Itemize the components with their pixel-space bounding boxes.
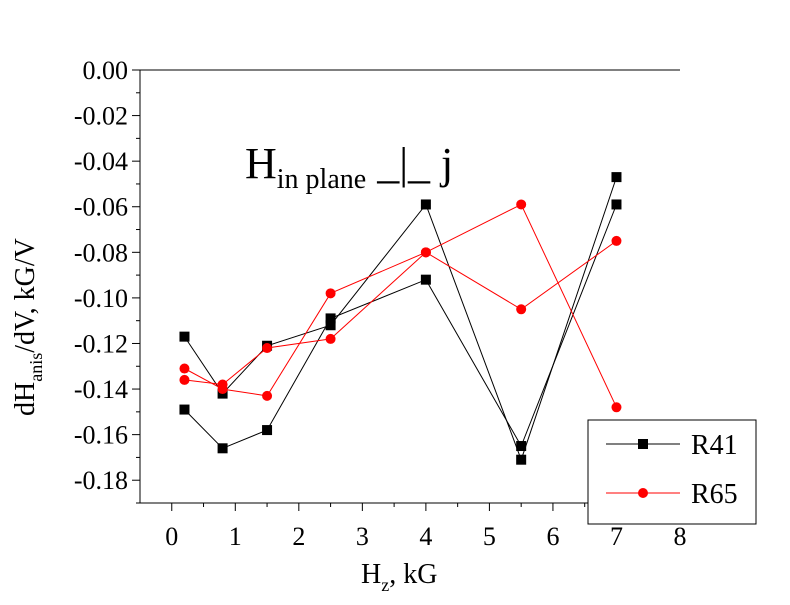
y-tick-label: -0.04 — [74, 147, 128, 176]
data-point-r41 — [516, 454, 527, 465]
series-line-r41 — [184, 176, 617, 462]
data-point-r65 — [262, 390, 273, 401]
x-axis-title: Hz, kG — [361, 559, 437, 595]
data-point-r41 — [516, 441, 527, 452]
legend-marker-r41 — [638, 439, 648, 449]
y-tick-label: -0.14 — [74, 375, 128, 404]
y-axis-title-main: dH — [10, 382, 41, 416]
data-point-r41 — [420, 274, 431, 285]
y-axis-title-sub: anis — [26, 353, 46, 382]
y-axis-title-rest: /dV, kG/V — [10, 238, 41, 353]
legend: R41 R65 — [587, 419, 757, 525]
y-tick-label: -0.02 — [74, 102, 128, 131]
x-tick-label: 7 — [610, 522, 623, 551]
data-point-r65 — [516, 304, 527, 315]
x-axis-title-sub: z — [381, 575, 389, 595]
x-axis-title-rest: , kG — [389, 559, 437, 590]
x-axis-title-main: H — [361, 559, 381, 590]
x-tick-label: 5 — [483, 522, 496, 551]
data-point-r41 — [217, 443, 228, 454]
x-tick-label: 6 — [546, 522, 559, 551]
x-tick-label: 3 — [356, 522, 369, 551]
series-line-r65 — [184, 240, 617, 386]
data-point-r41 — [179, 404, 190, 415]
data-point-r65 — [262, 343, 273, 354]
y-tick-label: -0.18 — [74, 466, 128, 495]
data-point-r41 — [611, 199, 622, 210]
x-tick-label: 1 — [229, 522, 242, 551]
y-axis-title: dHanis/dV, kG/V — [10, 238, 46, 416]
annotation-text: Hin plane _|_ j — [245, 139, 453, 195]
x-tick-label: 2 — [292, 522, 305, 551]
data-point-r65 — [516, 199, 527, 210]
data-point-r65 — [217, 379, 228, 390]
y-tick-label: -0.16 — [74, 421, 128, 450]
legend-label-r65: R65 — [691, 479, 738, 510]
data-point-r65 — [611, 235, 622, 246]
annotation-rest: _|_ j — [366, 139, 453, 188]
y-tick-label: -0.10 — [74, 284, 128, 313]
data-point-r65 — [179, 374, 190, 385]
plot-area — [179, 172, 622, 465]
x-tick-label: 8 — [674, 522, 687, 551]
legend-label-r41: R41 — [691, 430, 738, 461]
series-line-r41 — [184, 204, 617, 449]
data-point-r65 — [420, 247, 431, 258]
data-point-r41 — [262, 425, 273, 436]
data-point-r65 — [611, 402, 622, 413]
y-tick-label: -0.12 — [74, 329, 128, 358]
x-tick-label: 0 — [165, 522, 178, 551]
data-point-r41 — [179, 331, 190, 342]
y-tick-label: 0.00 — [83, 56, 129, 85]
data-point-r65 — [179, 363, 190, 374]
data-point-r41 — [420, 199, 431, 210]
series-line-r65 — [184, 203, 617, 408]
legend-box — [587, 419, 757, 525]
x-tick-label: 4 — [419, 522, 432, 551]
axes: 0 1 2 3 4 5 6 7 8 0.00 -0.02 -0.04 -0.06 -0.08 -0.10 -0… — [74, 56, 687, 551]
data-point-r41 — [611, 172, 622, 183]
annotation-sub: in plane — [277, 164, 366, 195]
data-point-r65 — [325, 288, 336, 299]
data-point-r41 — [325, 313, 336, 324]
annotation-main: H — [245, 139, 277, 188]
legend-marker-r65 — [638, 488, 648, 498]
data-point-r65 — [325, 333, 336, 344]
y-tick-label: -0.08 — [74, 238, 128, 267]
data-point-r41 — [325, 320, 336, 331]
y-tick-label: -0.06 — [74, 193, 128, 222]
